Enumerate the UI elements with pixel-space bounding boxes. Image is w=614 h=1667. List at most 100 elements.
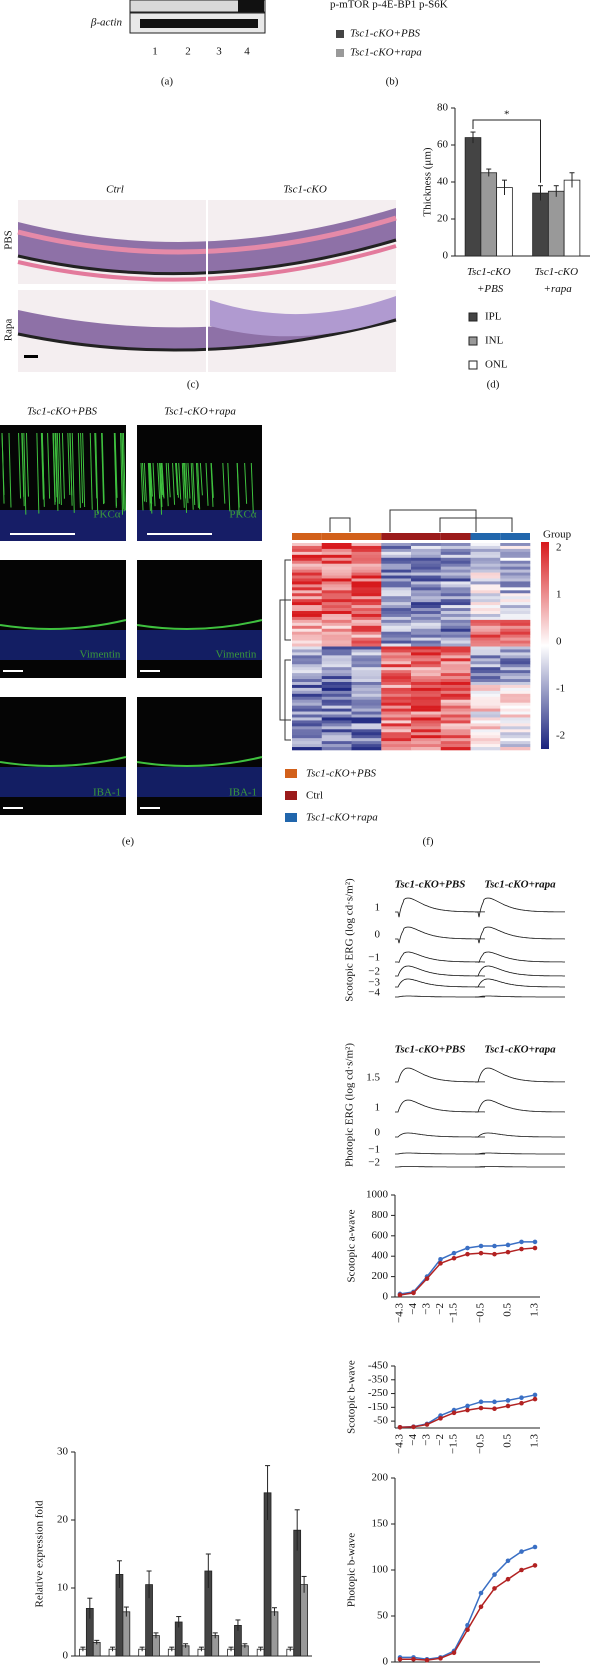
heatmap-cell [411, 699, 442, 703]
fiber [25, 432, 29, 497]
point [465, 1622, 470, 1628]
heatmap-cell [381, 658, 412, 662]
erg-level: 1 [375, 1102, 381, 1114]
heatmap-cell [470, 599, 501, 603]
heatmap-cell [470, 681, 501, 686]
heatmap-cell [351, 631, 382, 635]
heatmap-cell [292, 590, 323, 594]
erg-level: 0 [375, 929, 381, 941]
point [478, 1590, 484, 1596]
heatmap-cell [440, 619, 471, 624]
heatmap-cell [292, 560, 323, 564]
fiber [40, 432, 44, 500]
heatmap-cell [500, 611, 531, 615]
point [519, 1567, 524, 1573]
heatmap-cell [470, 702, 501, 706]
heatmap-cell [500, 622, 531, 627]
heatmap-cell [500, 619, 531, 624]
heatmap-cell [440, 661, 471, 665]
heatmap-cell [440, 655, 471, 659]
heatmap-cell [440, 643, 471, 647]
point [519, 1239, 524, 1245]
heatmap-cell [321, 720, 352, 724]
erg-level: 1 [375, 902, 381, 914]
heatmap-cell [411, 646, 442, 650]
nuclear-layer [137, 510, 262, 541]
fiber [222, 462, 226, 504]
heatmap-cell [470, 593, 501, 597]
heatmap-cell [470, 581, 501, 585]
heatmap-cell [440, 628, 471, 633]
heatmap-cell [500, 711, 531, 715]
heatmap-cell [440, 723, 471, 727]
heatmap-cell [321, 673, 352, 677]
fiber [190, 462, 194, 510]
bar [152, 1635, 160, 1657]
heatmap-cell [321, 545, 352, 550]
erg-level: −4 [368, 987, 380, 999]
heatmap-cell [351, 684, 382, 689]
heatmap-cell [381, 587, 412, 591]
heatmap-cell [440, 708, 471, 712]
point [438, 1656, 443, 1661]
heatmap-cell [351, 699, 382, 703]
heatmap-cell [411, 729, 442, 733]
fiber [89, 432, 93, 510]
heatmap-cell [381, 684, 412, 689]
heatmap-cell [411, 616, 442, 621]
heatmap-cell [470, 646, 501, 650]
heatmap-cell [440, 563, 471, 567]
heatmap-cell [381, 619, 412, 624]
point [478, 1405, 484, 1411]
erg-traces: 10−1−2−3−41.510−1−2 [366, 897, 566, 1169]
heatmap-cell [381, 599, 412, 603]
heatmap-cell [351, 611, 382, 615]
heatmap-cell [321, 696, 352, 701]
y-tick-label: 0 [383, 1656, 389, 1667]
fiber [1, 432, 5, 504]
legend-label: Tsc1-cKO+rapa [306, 812, 378, 824]
heatmap-cell [381, 681, 412, 686]
heatmap-cell [500, 720, 531, 724]
heatmap-cell [321, 729, 352, 733]
scale-bar [140, 807, 160, 809]
heatmap-cell [500, 732, 531, 736]
x-tick-label: 0.5 [502, 1303, 514, 1317]
heatmap-cell [440, 720, 471, 724]
heatmap-cell [440, 613, 471, 618]
heatmap-cell [440, 578, 471, 582]
heatmap-cell [411, 631, 442, 635]
y-tick-label: 20 [57, 1514, 69, 1526]
x-tick-label: −4 [407, 1434, 419, 1446]
erg-header: Tsc1-cKO+PBS [395, 879, 466, 891]
heatmap-cell [470, 655, 501, 659]
point [424, 1422, 430, 1427]
heatmap-cell [351, 599, 382, 603]
legend-label: INL [485, 335, 504, 347]
heatmap-cell [411, 741, 442, 745]
heatmap-cell [440, 605, 471, 609]
heatmap-cell [292, 667, 323, 671]
blot-band [238, 0, 264, 12]
fiber [41, 432, 45, 507]
heatmap-cell [351, 696, 382, 701]
fiber [58, 432, 62, 506]
heatmap-cell [351, 714, 382, 718]
point [438, 1416, 443, 1421]
fiber [157, 462, 161, 499]
group-bar [292, 533, 322, 540]
heatmap-cell [351, 557, 382, 562]
fiber [47, 432, 51, 499]
stain-label: Vimentin [80, 649, 121, 661]
heatmap-cell [470, 587, 501, 591]
fiber [114, 432, 118, 498]
erg-trace [475, 995, 565, 998]
heatmap-cell [500, 738, 531, 742]
legend-title: Group [543, 529, 572, 541]
heatmap-cell [470, 578, 501, 582]
erg-trace [395, 1132, 485, 1138]
heatmap-cell [292, 702, 323, 706]
heatmap-cell [500, 699, 531, 703]
dendrogram [284, 659, 291, 741]
fiber [21, 432, 25, 497]
